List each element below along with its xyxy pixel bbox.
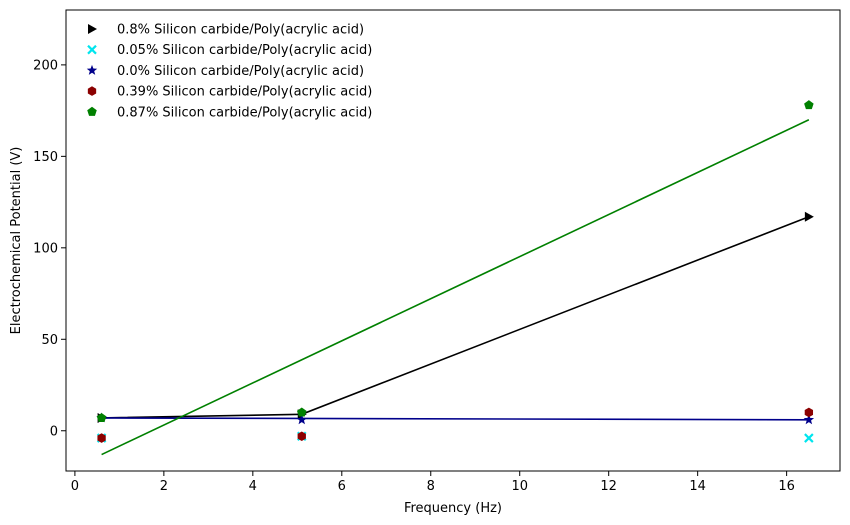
legend-marker [87, 86, 97, 96]
x-tick-label: 6 [338, 479, 346, 494]
legend-label: 0.39% Silicon carbide/Poly(acrylic acid) [117, 85, 372, 100]
legend-label: 0.05% Silicon carbide/Poly(acrylic acid) [117, 43, 372, 58]
y-tick-label: 200 [33, 58, 58, 73]
x-axis-label: Frequency (Hz) [404, 501, 502, 516]
legend-label: 0.0% Silicon carbide/Poly(acrylic acid) [117, 64, 364, 79]
y-axis-label: Electrochemical Potential (V) [9, 147, 24, 335]
data-point-series-3 [97, 433, 106, 443]
y-tick-label: 50 [41, 333, 58, 348]
legend-label: 0.8% Silicon carbide/Poly(acrylic acid) [117, 23, 364, 38]
legend: 0.8% Silicon carbide/Poly(acrylic acid) 0… [86, 23, 372, 120]
legend-item: 0.8% Silicon carbide/Poly(acrylic acid) [88, 23, 364, 38]
legend-item: 0.0% Silicon carbide/Poly(acrylic acid) [86, 64, 364, 79]
series-line-4 [101, 119, 810, 456]
y-tick-label: 150 [33, 150, 58, 165]
x-tick-label: 16 [778, 479, 795, 494]
plot-frame [65, 9, 841, 472]
y-tick-label: 0 [50, 424, 58, 439]
y-tick-label: 100 [33, 241, 58, 256]
data-point-series-4 [297, 407, 307, 417]
data-point-series-1 [804, 433, 814, 443]
legend-item: 0.05% Silicon carbide/Poly(acrylic acid) [87, 43, 372, 58]
x-tick-label: 14 [689, 479, 706, 494]
x-tick-label: 8 [427, 479, 435, 494]
x-tick-label: 12 [600, 479, 617, 494]
x-tick-label: 0 [71, 479, 79, 494]
plot-markers [96, 100, 815, 443]
x-axis: 0 2 4 6 8 10 12 14 16 [71, 471, 795, 494]
x-tick-label: 2 [160, 479, 168, 494]
data-point-series-0 [804, 211, 814, 222]
legend-label: 0.87% Silicon carbide/Poly(acrylic acid) [117, 105, 372, 120]
x-tick-label: 10 [511, 479, 528, 494]
legend-marker [87, 44, 97, 55]
data-point-series-2 [296, 414, 307, 425]
x-tick-label: 4 [249, 479, 257, 494]
data-point-series-2 [803, 414, 815, 425]
legend-marker [88, 24, 97, 34]
series-line-2 [101, 417, 809, 421]
data-point-series-3 [804, 407, 814, 418]
data-point-series-3 [297, 431, 306, 442]
legend-item: 0.87% Silicon carbide/Poly(acrylic acid) [87, 105, 372, 120]
legend-marker [86, 64, 98, 75]
y-axis: 0 50 100 150 200 [33, 58, 66, 439]
data-point-series-4 [804, 100, 814, 110]
data-point-series-4 [96, 412, 107, 422]
legend-item: 0.39% Silicon carbide/Poly(acrylic acid) [87, 85, 372, 100]
legend-marker [87, 106, 97, 116]
